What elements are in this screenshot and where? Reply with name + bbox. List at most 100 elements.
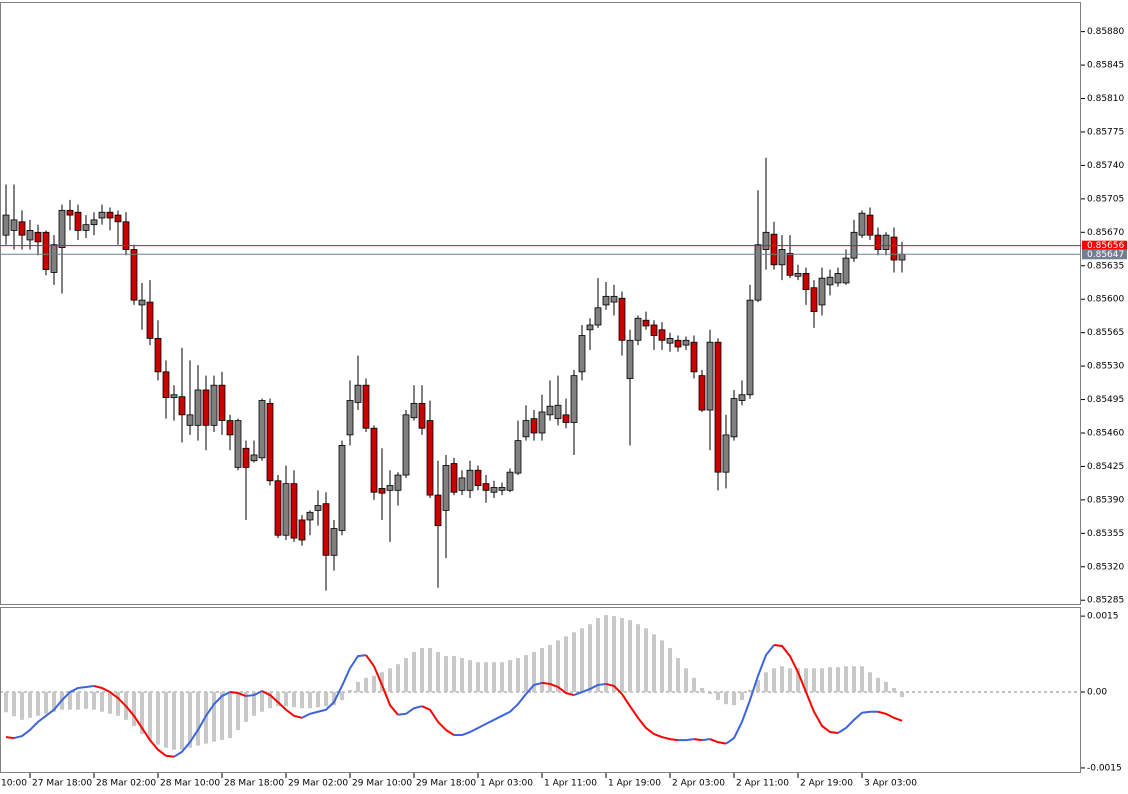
candle-body [530,418,538,434]
histogram-bar [292,692,296,708]
candle-body [258,400,266,459]
histogram-bar [804,668,808,693]
histogram-bar [420,647,424,693]
y-tick-label: 0.85355 [1087,529,1124,539]
candle-body [42,231,50,270]
candle-body [338,445,346,531]
candle-body [626,339,634,379]
histogram-bar [196,692,200,746]
candle-body [890,236,898,261]
candle-body [706,341,714,411]
candle-body [74,211,82,231]
histogram-bar [588,624,592,693]
histogram-bar [524,655,528,693]
candle-body [834,272,842,284]
candle-body [98,211,106,219]
histogram-bar [844,666,848,693]
histogram-bar [148,692,152,741]
histogram-bar [852,666,856,693]
macd-line [709,738,727,745]
histogram-bar [380,672,384,693]
histogram-bar [548,644,552,693]
histogram-bar [788,668,792,693]
x-tick-label: 29 Mar 02:00 [288,779,348,789]
histogram-bar [348,690,352,693]
histogram-bar [540,647,544,693]
histogram-bar [892,687,896,693]
candle-body [898,253,906,261]
histogram-bar [668,647,672,693]
histogram-bar [428,647,432,693]
y-tick-label: 0.85495 [1087,395,1124,405]
histogram-bar [716,692,720,701]
macd-line [5,736,15,740]
candle-body [506,471,514,491]
macd-line [541,681,575,697]
candle-body [330,528,338,556]
histogram-bar [780,666,784,693]
candle-body [746,299,754,396]
x-tick-label: 2 Apr 03:00 [672,779,725,789]
candle-body [226,420,234,436]
histogram-bar [484,662,488,693]
candle-body [178,396,186,416]
candle-body [642,319,650,327]
candle-body [786,252,794,276]
candle-body [322,503,330,556]
histogram-bar [812,668,816,693]
histogram-bar [604,615,608,693]
x-tick-label: 1 Apr 11:00 [544,779,597,789]
candle-body [722,434,730,473]
x-tick-label: 10:00 [1,779,27,789]
histogram-bar [276,692,280,707]
candle-body [410,402,418,419]
candle-body [282,483,290,536]
histogram-bar [796,668,800,693]
histogram-bar [652,634,656,693]
candle-body [666,337,674,344]
candle-body [634,317,642,341]
histogram-bar [444,656,448,693]
candle-body [2,214,10,236]
macd-line [93,684,175,758]
histogram-bar [676,658,680,693]
macd-line [693,738,703,742]
price-label: 0.85656 [1087,241,1124,251]
candle-body [370,427,378,493]
candle-body [354,384,362,403]
x-tick-label: 2 Apr 11:00 [736,779,789,789]
histogram-bar [860,666,864,693]
macd-line [13,684,95,740]
candle-body [586,324,594,331]
histogram-bar [68,692,72,710]
macd-line [605,682,679,742]
y-tick-label: 0.85635 [1087,261,1124,271]
histogram-bar [188,692,192,748]
y-tick-label: 0.85320 [1087,562,1124,572]
histogram-bar [92,692,96,710]
y-tick-label: -0.0015 [1087,763,1122,773]
histogram-bar [692,677,696,693]
candle-body [194,389,202,426]
histogram-bar [100,692,104,712]
candle-body [10,219,18,231]
histogram-bar [228,692,232,739]
candle-body [170,394,178,399]
macd-line [301,654,367,719]
histogram-bar [868,672,872,693]
candle-body [386,485,394,491]
histogram-bar [260,692,264,712]
x-tick-label: 29 Mar 10:00 [352,779,412,789]
y-tick-label: 0.85600 [1087,295,1124,305]
candle-body [810,287,818,313]
x-tick-label: 1 Apr 19:00 [608,779,661,789]
histogram-bar [460,658,464,693]
candle-body [442,465,450,511]
x-tick-label: 2 Apr 19:00 [800,779,853,789]
price-label: 0.85647 [1087,250,1124,260]
histogram-bar [332,692,336,706]
macd-line [397,705,423,716]
candle-body [138,299,146,306]
y-tick-label: 0.85565 [1087,328,1124,338]
